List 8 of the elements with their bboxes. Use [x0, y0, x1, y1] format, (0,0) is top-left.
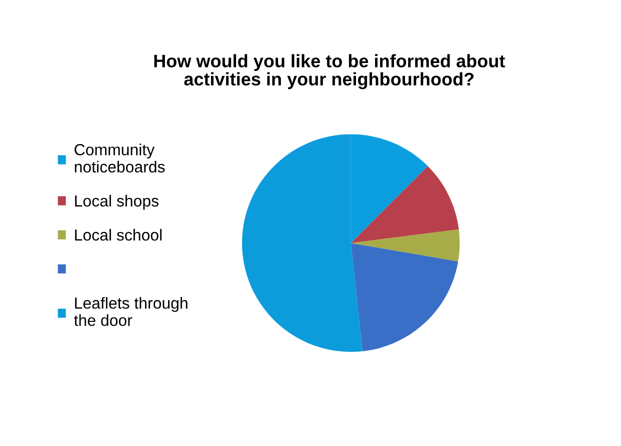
legend-label: Community noticeboards — [74, 144, 165, 173]
pie-slice — [350, 166, 459, 244]
chart-title: How would you like to be informed about activities in your neighbourhood? — [154, 54, 505, 90]
pie-slice — [350, 229, 460, 262]
legend-label: Local shops — [75, 194, 158, 210]
legend-label: Local school — [75, 228, 162, 241]
legend-label: Leaflets through the door — [74, 297, 188, 326]
pie-slice — [350, 243, 458, 352]
